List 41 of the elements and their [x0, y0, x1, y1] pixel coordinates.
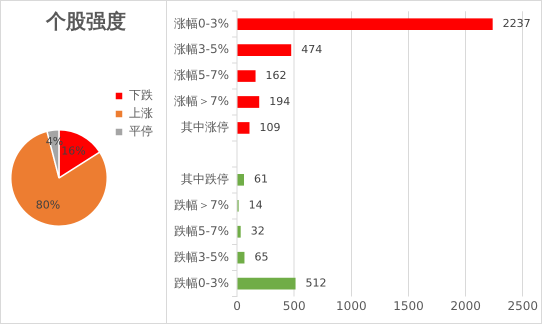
x-tick-label: 500 [282, 298, 306, 313]
y-tick-label: 涨幅＞7% [174, 94, 230, 108]
y-tick-label: 跌幅＞7% [174, 198, 230, 212]
y-tick-label: 涨幅3-5% [174, 42, 230, 56]
y-tick-label: 涨幅0-3% [174, 16, 230, 30]
data-label: 61 [254, 172, 268, 186]
x-tick-label: 1500 [393, 298, 424, 313]
bar [238, 278, 296, 290]
y-tick-label: 涨幅5-7% [174, 68, 230, 82]
chart-title: 个股强度 [45, 9, 126, 34]
y-tick-label: 跌幅0-3% [174, 276, 230, 290]
legend-label: 平停 [129, 124, 153, 138]
data-label: 512 [306, 276, 327, 290]
data-label: 109 [259, 120, 280, 134]
bar [238, 70, 256, 82]
data-label: 14 [248, 198, 263, 212]
data-label: 194 [269, 94, 290, 108]
x-tick-label: 2000 [450, 298, 481, 313]
y-tick-label: 跌幅3-5% [174, 250, 230, 264]
data-label: 474 [301, 42, 322, 56]
bar [238, 18, 493, 30]
bar [238, 174, 244, 186]
data-label: 32 [250, 224, 265, 238]
data-label: 162 [266, 68, 287, 82]
bar [238, 122, 250, 134]
bar [238, 96, 260, 108]
bar [238, 44, 292, 56]
x-tick-label: 2500 [507, 298, 538, 313]
y-tick-label: 其中跌停 [181, 172, 230, 186]
legend-label: 上涨 [129, 106, 153, 120]
legend-label: 下跌 [129, 88, 153, 102]
bar [238, 226, 241, 238]
bar [238, 252, 244, 264]
x-tick-label: 1000 [336, 298, 367, 313]
data-label: 2237 [502, 17, 531, 30]
y-tick-label: 其中涨停 [181, 120, 230, 134]
data-label: 80% [36, 198, 60, 212]
x-tick-label: 0 [233, 298, 241, 313]
y-tick-label: 跌幅5-7% [174, 224, 230, 238]
data-label: 16% [61, 144, 86, 158]
data-label: 65 [254, 250, 268, 264]
